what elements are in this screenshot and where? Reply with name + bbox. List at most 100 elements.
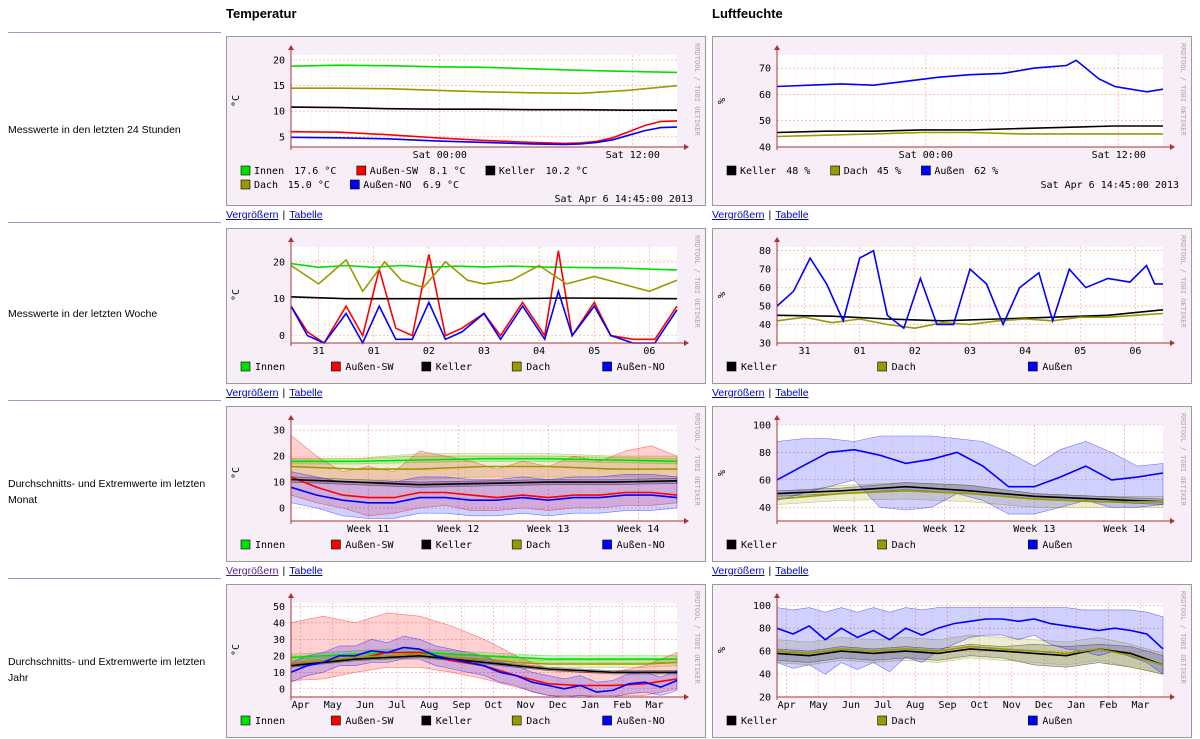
legend-label: Keller bbox=[741, 540, 777, 551]
x-tick-label: Apr bbox=[778, 700, 796, 711]
y-tick-label: 40 bbox=[759, 143, 771, 154]
enlarge-link[interactable]: Vergrößern bbox=[226, 565, 279, 577]
x-axis-arrow bbox=[1170, 694, 1175, 700]
legend-label: Dach bbox=[526, 540, 550, 551]
legend-swatch bbox=[602, 539, 612, 550]
timestamp-label: Sat Apr 6 14:45:00 2013 bbox=[1041, 180, 1179, 191]
legend-swatch bbox=[421, 539, 432, 550]
y-tick-label: 20 bbox=[273, 452, 285, 463]
x-tick-label: Week 11 bbox=[347, 524, 389, 535]
table-link[interactable]: Tabelle bbox=[775, 565, 809, 577]
legend-label: Außen bbox=[934, 166, 964, 177]
chart-humidity-year[interactable]: 20 40 60 80 100 Apr May Jun Jul Aug Sep Oct Nov Dec Ja… bbox=[712, 584, 1192, 738]
x-tick-label: Week 12 bbox=[923, 524, 965, 535]
x-tick-label: Week 14 bbox=[1103, 524, 1145, 535]
x-axis-arrow bbox=[684, 340, 689, 346]
table-link[interactable]: Tabelle bbox=[289, 387, 323, 399]
chart-svg: 30 40 50 60 70 80 31 01 02 03 04 05 06% RRDTOOL / TOB… bbox=[717, 235, 1187, 373]
series-line bbox=[776, 448, 1164, 488]
legend-label: Keller bbox=[499, 166, 535, 177]
x-tick-label: 06 bbox=[1129, 346, 1141, 357]
link-separator: | bbox=[282, 387, 286, 399]
x-tick-label: May bbox=[810, 700, 828, 711]
chart-temp-24h[interactable]: 5 10 15 20 Sat 00:00 Sat 12:00 °C RRDTOOL / TOB… bbox=[226, 36, 706, 206]
legend-swatch bbox=[726, 165, 737, 176]
legend-label: Dach bbox=[844, 166, 868, 177]
y-axis-arrow bbox=[288, 237, 294, 242]
table-link[interactable]: Tabelle bbox=[775, 387, 809, 399]
y-axis-label: % bbox=[717, 470, 728, 476]
chart-temp-week[interactable]: 0 10 20 31 01 02 03 04 05 06 °C RRDTOOL / TOBI OETI… bbox=[226, 228, 706, 384]
x-axis-arrow bbox=[684, 518, 689, 524]
legend-swatch bbox=[485, 165, 496, 176]
link-separator: | bbox=[768, 387, 772, 399]
enlarge-link[interactable]: Vergrößern bbox=[712, 565, 765, 577]
legend-swatch bbox=[350, 179, 360, 190]
legend-label: Dach bbox=[254, 180, 278, 191]
legend-label: Keller bbox=[741, 716, 777, 727]
x-tick-label: Mar bbox=[645, 700, 663, 711]
chart-temp-year[interactable]: 0 10 20 30 40 50 Apr May Jun Jul Aug Sep Oct Nov Dec Ja… bbox=[226, 584, 706, 738]
chart-humidity-month[interactable]: 40 60 80 100 Week 11 Week 12 Week 13 Week 14% RR… bbox=[712, 406, 1192, 562]
chart-humidity-24h[interactable]: 40 50 60 70 Sat 00:00 Sat 12:00% RRDTOOL / TOB… bbox=[712, 36, 1192, 206]
x-tick-label: 04 bbox=[533, 346, 545, 357]
legend-value: 62 % bbox=[974, 166, 998, 177]
table-link[interactable]: Tabelle bbox=[289, 565, 323, 577]
enlarge-link[interactable]: Vergrößern bbox=[712, 209, 765, 221]
x-tick-label: 01 bbox=[854, 346, 866, 357]
enlarge-link[interactable]: Vergrößern bbox=[226, 387, 279, 399]
y-tick-label: 80 bbox=[759, 246, 771, 257]
y-tick-label: 50 bbox=[759, 302, 771, 313]
legend-value: 8.1 °C bbox=[429, 166, 465, 177]
series-line bbox=[290, 64, 678, 74]
y-tick-label: 10 bbox=[273, 107, 285, 118]
legend-label: Dach bbox=[892, 540, 916, 551]
legend-swatch bbox=[421, 361, 432, 372]
x-tick-label: Dec bbox=[549, 700, 567, 711]
y-tick-label: 60 bbox=[759, 475, 771, 486]
legend-swatch bbox=[356, 165, 367, 176]
y-tick-label: 30 bbox=[273, 426, 285, 437]
series-line bbox=[290, 258, 678, 293]
links-humidity-month: Vergrößern | Tabelle bbox=[712, 565, 809, 577]
legend-value: 15.0 °C bbox=[288, 180, 330, 191]
legend-label: Dach bbox=[892, 362, 916, 373]
x-axis-arrow bbox=[1170, 144, 1175, 150]
legend-swatch bbox=[240, 361, 251, 372]
legend-swatch bbox=[240, 539, 251, 550]
y-axis-label: °C bbox=[231, 467, 242, 479]
y-axis-label: °C bbox=[231, 644, 242, 656]
series-line bbox=[290, 262, 678, 271]
legend-label: Keller bbox=[741, 362, 777, 373]
table-link[interactable]: Tabelle bbox=[775, 209, 809, 221]
table-link[interactable]: Tabelle bbox=[289, 209, 323, 221]
series-line bbox=[291, 457, 678, 463]
legend-label: Dach bbox=[526, 362, 550, 373]
links-temp-24h: Vergrößern | Tabelle bbox=[226, 209, 323, 221]
watermark-text: RRDTOOL / TOBI OETIKER bbox=[693, 413, 701, 507]
x-tick-label: Feb bbox=[613, 700, 631, 711]
links-humidity-week: Vergrößern | Tabelle bbox=[712, 387, 809, 399]
legend-swatch bbox=[602, 361, 612, 372]
chart-svg: 40 60 80 100 Week 11 Week 12 Week 13 Week 14% RR… bbox=[717, 413, 1187, 551]
x-tick-label: Aug bbox=[420, 700, 438, 711]
x-tick-label: 02 bbox=[423, 346, 435, 357]
enlarge-link[interactable]: Vergrößern bbox=[226, 209, 279, 221]
y-tick-label: 0 bbox=[279, 684, 285, 695]
x-tick-label: Week 12 bbox=[437, 524, 479, 535]
x-tick-label: Sat 00:00 bbox=[413, 150, 467, 161]
chart-svg: 0 10 20 30 40 50 Apr May Jun Jul Aug Sep Oct Nov Dec Ja… bbox=[231, 591, 701, 727]
enlarge-link[interactable]: Vergrößern bbox=[712, 387, 765, 399]
x-axis-arrow bbox=[1170, 340, 1175, 346]
legend-label: Keller bbox=[740, 166, 776, 177]
x-tick-label: Sat 00:00 bbox=[899, 150, 953, 161]
legend-label: Innen bbox=[255, 716, 285, 727]
series-line bbox=[776, 645, 1164, 666]
series-line bbox=[290, 476, 678, 499]
legend-swatch bbox=[726, 361, 737, 372]
link-separator: | bbox=[768, 209, 772, 221]
x-tick-label: Week 11 bbox=[833, 524, 875, 535]
x-tick-label: 01 bbox=[368, 346, 380, 357]
chart-humidity-week[interactable]: 30 40 50 60 70 80 31 01 02 03 04 05 06% RRDTOOL / TOB… bbox=[712, 228, 1192, 384]
chart-temp-month[interactable]: 0 10 20 30 Week 11 Week 12 Week 13 Week 14 °C RRD… bbox=[226, 406, 706, 562]
